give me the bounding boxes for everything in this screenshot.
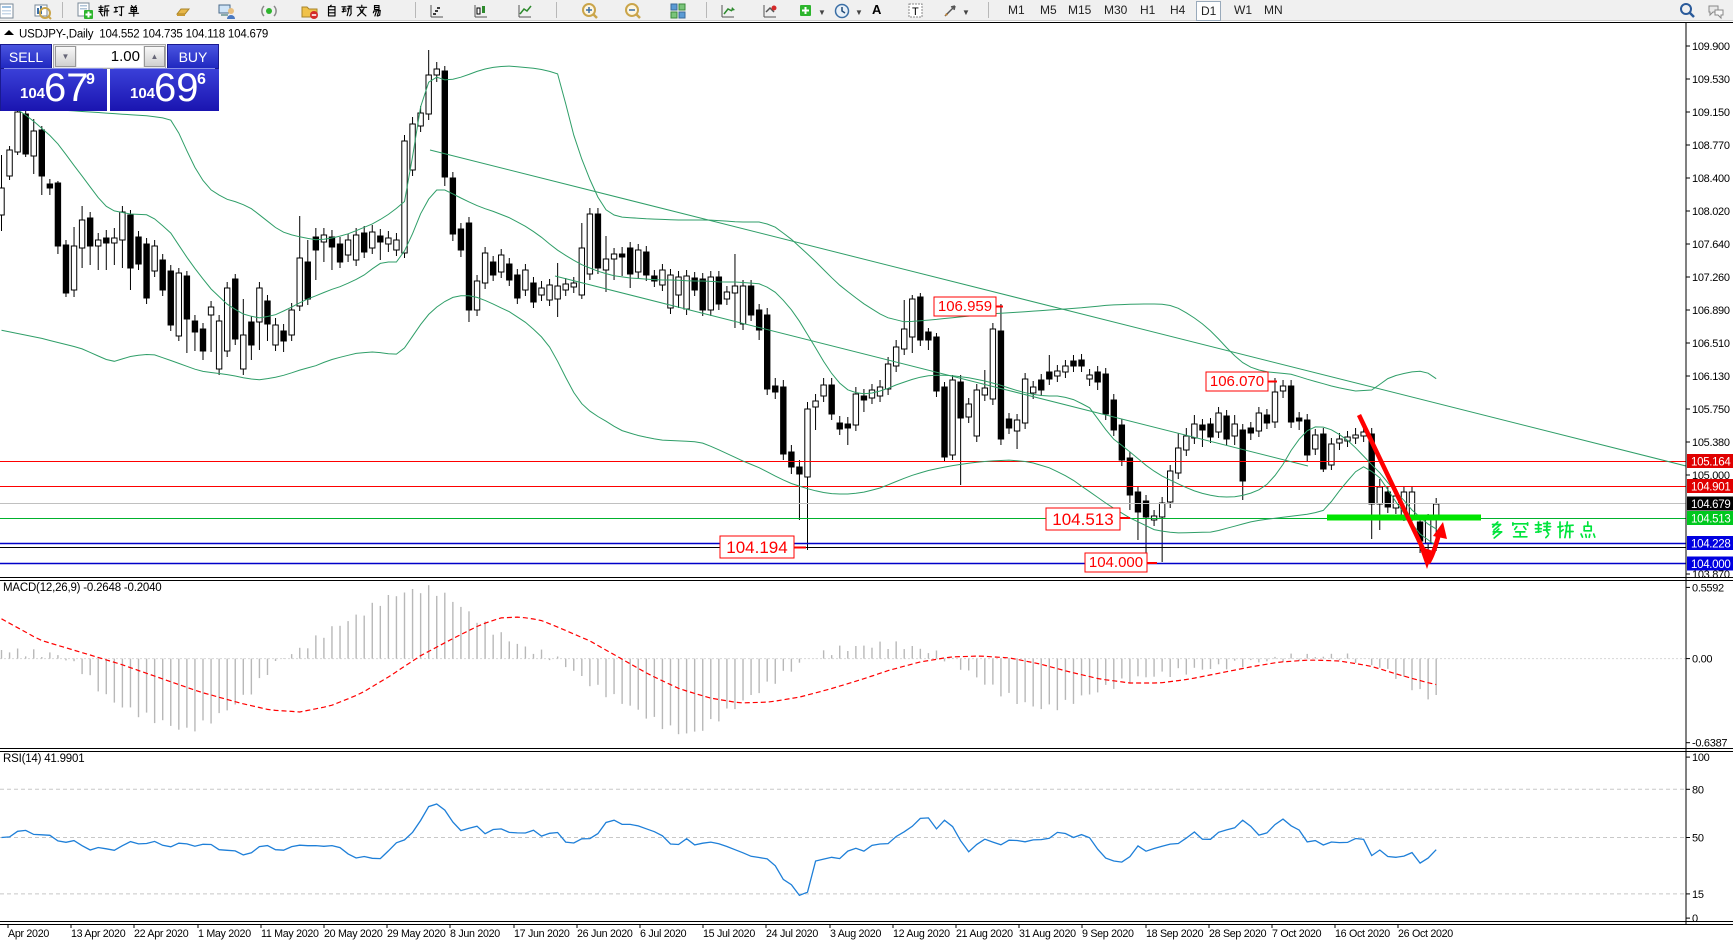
svg-text:105.380: 105.380 [1692,437,1730,449]
svg-text:-0.6387: -0.6387 [1692,738,1727,750]
svg-text:104.513: 104.513 [1691,514,1730,526]
svg-text:Apr 2020: Apr 2020 [8,928,49,940]
svg-text:0: 0 [1692,913,1698,925]
svg-text:108.020: 108.020 [1692,206,1730,218]
svg-text:106.959: 106.959 [938,298,992,315]
svg-text:103.870: 103.870 [1692,569,1730,581]
svg-text:107.640: 107.640 [1692,239,1730,251]
svg-text:11 May 2020: 11 May 2020 [261,928,319,940]
svg-text:106.130: 106.130 [1692,371,1730,383]
svg-text:12 Aug 2020: 12 Aug 2020 [893,928,950,940]
svg-text:9 Sep 2020: 9 Sep 2020 [1082,928,1134,940]
svg-text:104.513: 104.513 [1052,510,1113,529]
svg-text:18 Sep 2020: 18 Sep 2020 [1146,928,1204,940]
svg-text:15: 15 [1692,889,1704,901]
svg-text:17 Jun 2020: 17 Jun 2020 [514,928,570,940]
svg-text:104.194: 104.194 [726,538,787,557]
svg-text:107.260: 107.260 [1692,272,1730,284]
svg-text:106.070: 106.070 [1210,373,1264,390]
svg-text:T: T [912,6,919,18]
svg-text:15 Jul 2020: 15 Jul 2020 [703,928,755,940]
svg-text:109.900: 109.900 [1692,41,1730,53]
svg-text:104.000: 104.000 [1089,554,1143,571]
svg-text:29 May 2020: 29 May 2020 [387,928,446,940]
svg-text:16 Oct 2020: 16 Oct 2020 [1335,928,1390,940]
svg-text:6 Jul 2020: 6 Jul 2020 [640,928,687,940]
svg-text:104.228: 104.228 [1691,539,1730,551]
svg-text:USDJPY-,Daily 104.552 104.735: USDJPY-,Daily 104.552 104.735 104.118 10… [19,29,268,41]
svg-text:80: 80 [1692,784,1704,796]
svg-text:106.510: 106.510 [1692,338,1730,350]
svg-text:104.679: 104.679 [1691,499,1730,511]
svg-text:22 Apr 2020: 22 Apr 2020 [134,928,189,940]
svg-text:21 Aug 2020: 21 Aug 2020 [956,928,1013,940]
svg-text:1 May 2020: 1 May 2020 [198,928,251,940]
svg-text:105.164: 105.164 [1691,457,1731,469]
svg-text:7 Oct 2020: 7 Oct 2020 [1272,928,1322,940]
svg-text:108.400: 108.400 [1692,173,1730,185]
svg-text:26 Jun 2020: 26 Jun 2020 [577,928,633,940]
svg-text:24 Jul 2020: 24 Jul 2020 [766,928,818,940]
svg-text:100: 100 [1692,752,1710,764]
svg-text:105.750: 105.750 [1692,404,1730,416]
svg-text:109.530: 109.530 [1692,74,1730,86]
svg-text:8 Jun 2020: 8 Jun 2020 [450,928,500,940]
svg-text:RSI(14) 41.9901: RSI(14) 41.9901 [3,753,84,765]
svg-text:109.150: 109.150 [1692,107,1730,119]
svg-text:104.000: 104.000 [1691,559,1730,571]
svg-text:MACD(12,26,9) -0.2648 -0.2040: MACD(12,26,9) -0.2648 -0.2040 [3,582,162,594]
svg-text:26 Oct 2020: 26 Oct 2020 [1398,928,1453,940]
svg-text:31 Aug 2020: 31 Aug 2020 [1019,928,1076,940]
svg-text:0.00: 0.00 [1692,654,1712,666]
svg-text:0.5592: 0.5592 [1692,582,1724,594]
svg-text:108.770: 108.770 [1692,140,1730,152]
svg-text:106.890: 106.890 [1692,305,1730,317]
svg-text:13 Apr 2020: 13 Apr 2020 [71,928,126,940]
svg-text:3 Aug 2020: 3 Aug 2020 [830,928,881,940]
svg-text:50: 50 [1692,833,1704,845]
svg-text:104.901: 104.901 [1691,482,1730,494]
svg-text:20 May 2020: 20 May 2020 [324,928,383,940]
svg-text:28 Sep 2020: 28 Sep 2020 [1209,928,1267,940]
